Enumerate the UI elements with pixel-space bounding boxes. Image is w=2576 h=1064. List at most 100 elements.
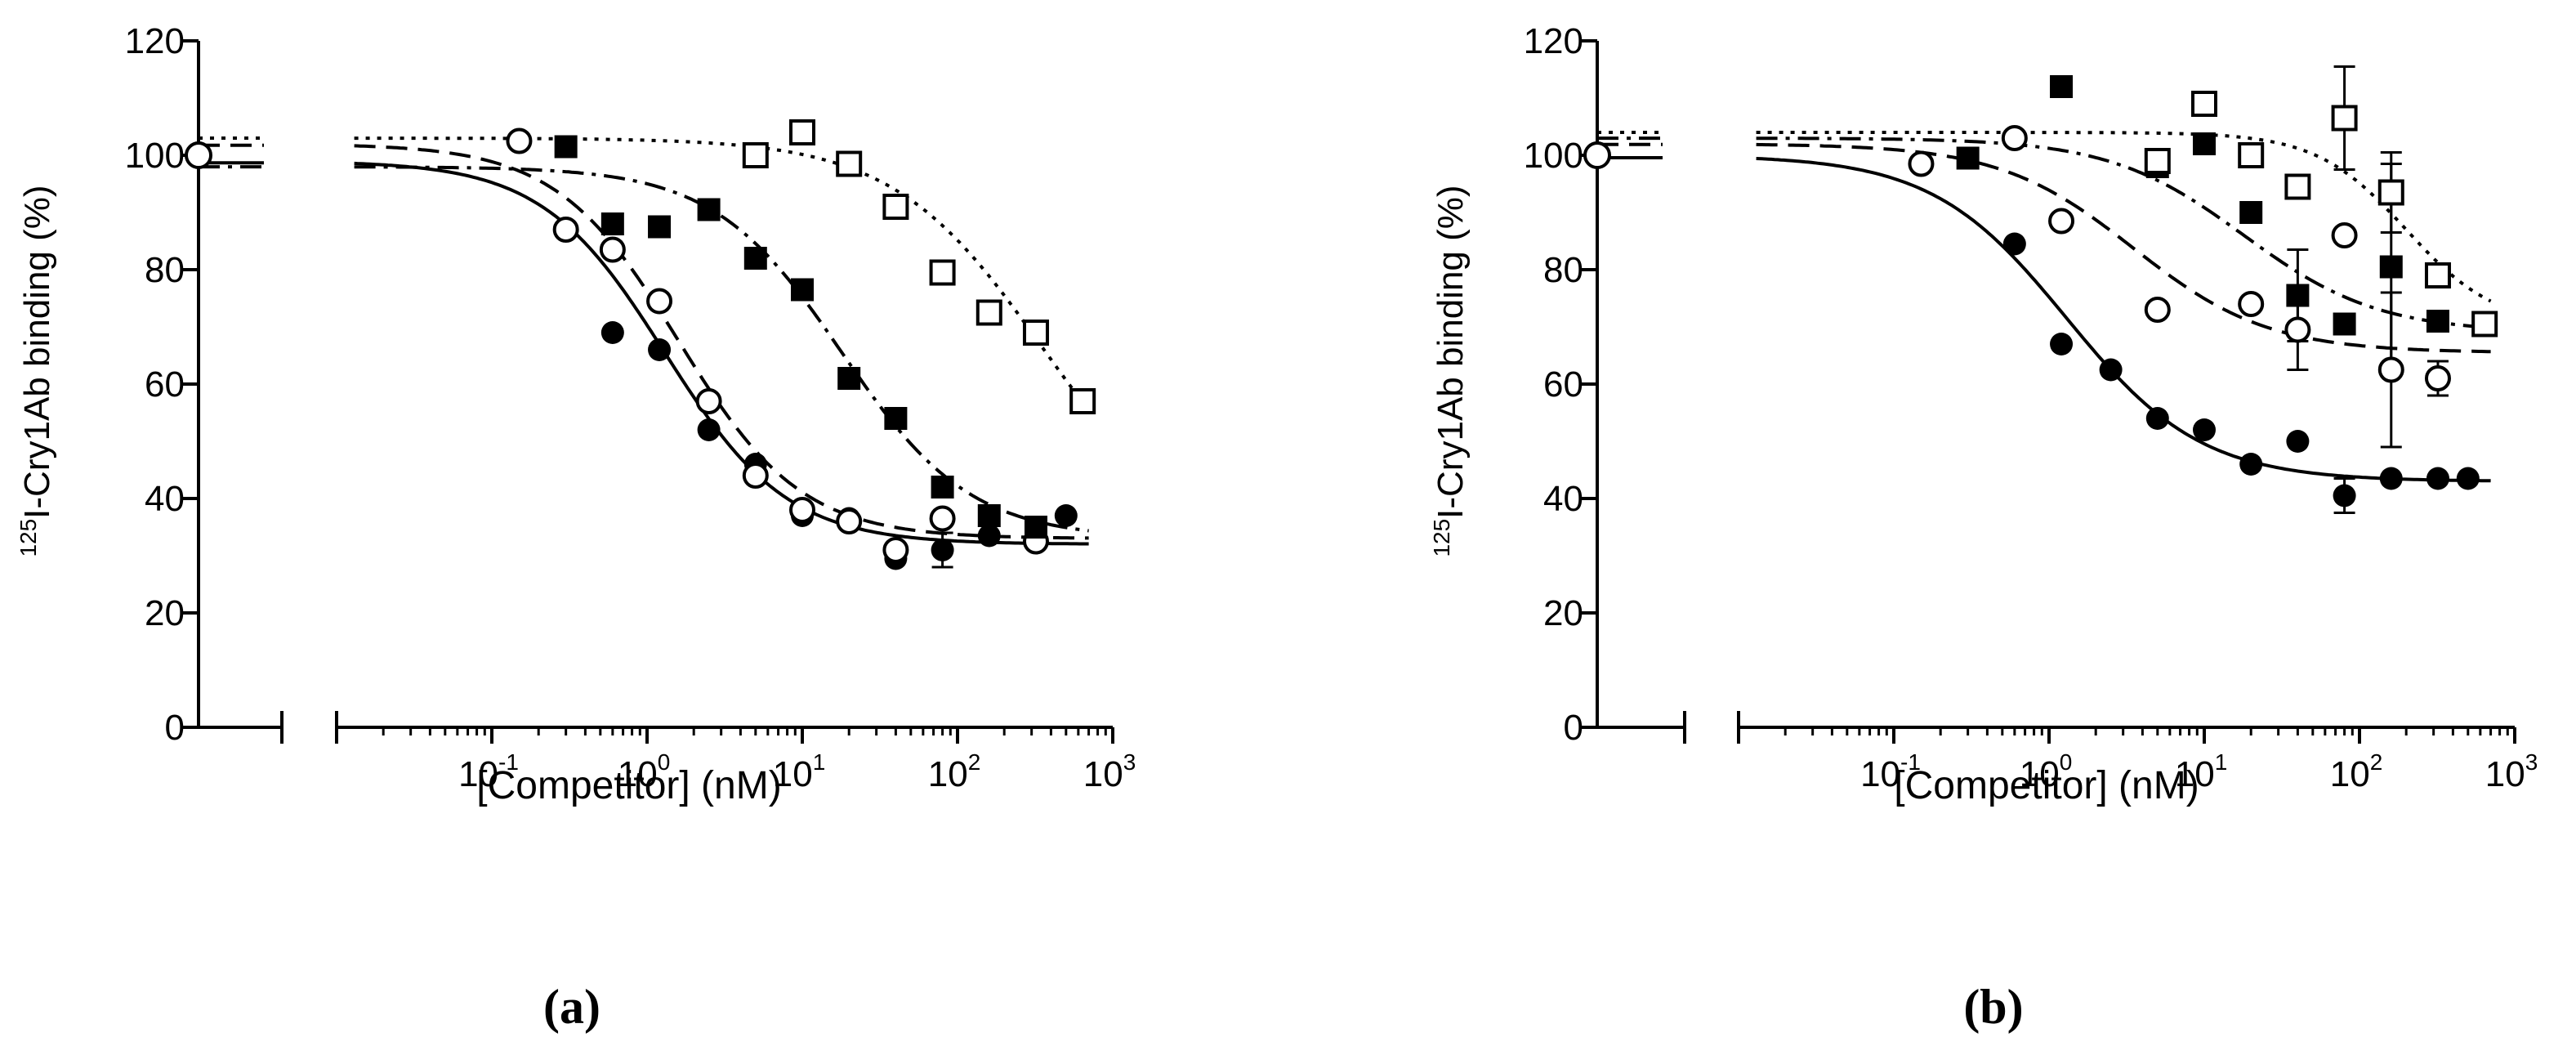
data-point-filled-square [2333, 312, 2356, 336]
x-tick-label: 102 [2330, 749, 2383, 794]
y-tick-label: 120 [1524, 21, 1583, 61]
x-tick-label: 101 [773, 749, 826, 794]
y-axis-label-main-b: I-Cry1Ab binding (%) [1431, 185, 1471, 518]
x-tick-label: 102 [928, 749, 981, 794]
chart-panel-b: 0 20 40 60 80 100 120 10-1 100 101 102 103 [Competi… [1429, 21, 2538, 1034]
data-point-filled-circle [2050, 333, 2074, 355]
data-point-open-square [929, 259, 956, 286]
data-point-filled-circle [697, 418, 721, 441]
data-point-open-square [2238, 142, 2265, 168]
data-point-filled-circle [2379, 467, 2403, 490]
y-axis-label-b: 125I-Cry1Ab binding (%) [1429, 185, 1471, 557]
y-axis-label-main-a: I-Cry1Ab binding (%) [17, 185, 57, 518]
data-point-open-circle [2331, 222, 2358, 248]
data-point-filled-square [2426, 310, 2449, 333]
data-point-filled-circle [648, 338, 672, 361]
data-point-open-square [2144, 148, 2171, 174]
data-point-filled-circle [931, 539, 954, 561]
control-point [185, 141, 212, 169]
x-tick-label: 103 [2485, 749, 2538, 794]
y-tick-label: 80 [145, 250, 185, 290]
data-point-filled-circle [2286, 430, 2310, 453]
data-point-filled-square [884, 407, 908, 430]
x-axis-label-a: [Competitor] (nM) [476, 764, 781, 807]
data-point-open-square [742, 142, 769, 168]
y-tick-label: 20 [145, 593, 185, 633]
data-point-open-circle [929, 505, 956, 532]
data-point-open-circle [2284, 316, 2311, 343]
data-point-open-circle [695, 388, 722, 414]
panel-label-a: (a) [543, 980, 600, 1034]
y-axis-label-superscript-a: 125 [16, 519, 41, 557]
data-point-filled-square [977, 504, 1001, 527]
axes-b: 0 20 40 60 80 100 120 10-1 100 101 102 103 [1524, 21, 2538, 794]
y-tick-label: 100 [1524, 136, 1583, 176]
data-point-open-circle [552, 217, 579, 243]
x-tick-label: 100 [2020, 749, 2073, 794]
data-point-filled-circle [2239, 453, 2263, 476]
data-point-filled-circle [2426, 467, 2449, 490]
y-tick-label: 120 [125, 21, 185, 61]
x-axis-label-b: [Competitor] (nM) [1894, 764, 2199, 807]
control-point [1583, 141, 1611, 169]
data-point-filled-square [554, 135, 578, 159]
data-point-filled-square [2050, 75, 2074, 98]
data-point-filled-square [2193, 132, 2216, 155]
data-point-open-circle [742, 463, 769, 489]
x-tick-label: 100 [618, 749, 671, 794]
data-point-open-square [789, 119, 815, 145]
data-point-open-square [882, 194, 909, 220]
data-point-open-square [836, 150, 863, 177]
chart-panel-a: 0 20 40 60 80 100 120 10-1 100 101 102 103 [Competi… [16, 21, 1136, 1034]
data-point-open-square [2424, 262, 2451, 288]
x-tick-label: 101 [2175, 749, 2228, 794]
y-axis-label-a: 125I-Cry1Ab binding (%) [16, 185, 57, 557]
data-point-open-circle [789, 497, 815, 523]
data-point-filled-circle [2002, 232, 2026, 256]
fit-curve-filled-square [354, 165, 1089, 533]
data-point-open-circle [2144, 297, 2171, 323]
data-point-open-circle [2048, 208, 2075, 235]
y-tick-label: 20 [1543, 593, 1583, 633]
y-tick-label: 0 [165, 708, 185, 748]
data-point-open-square [1069, 388, 1096, 414]
data-point-filled-square [2379, 255, 2403, 279]
data-point-filled-square [837, 367, 861, 390]
data-point-open-square [2191, 91, 2217, 117]
fit-curve-filled-circle [354, 161, 1089, 546]
y-tick-label: 40 [1543, 479, 1583, 519]
data-point-open-circle [506, 127, 533, 154]
x-tick-label: 10-1 [1860, 749, 1921, 794]
data-point-filled-circle [2099, 358, 2123, 382]
data-point-filled-square [1024, 516, 1047, 539]
data-point-filled-circle [2456, 467, 2480, 490]
fit-curve-open-square [1756, 131, 2492, 303]
data-point-open-circle [2001, 125, 2028, 151]
fit-curve-open-square [354, 136, 1091, 411]
data-point-filled-square [931, 476, 954, 498]
data-point-open-circle [646, 288, 673, 315]
data-point-open-square [2284, 173, 2311, 200]
data-point-open-circle [599, 236, 626, 263]
y-tick-label: 60 [145, 364, 185, 405]
data-point-open-square [2471, 311, 2498, 338]
y-tick-label: 0 [1564, 708, 1583, 748]
data-point-filled-square [1956, 146, 1980, 170]
data-point-open-square [2331, 105, 2358, 132]
data-point-filled-circle [977, 524, 1001, 548]
y-tick-label: 80 [1543, 250, 1583, 290]
data-point-open-circle [2377, 356, 2404, 383]
data-point-filled-circle [2333, 484, 2356, 507]
data-point-open-square [2377, 179, 2404, 206]
x-tick-label: 103 [1083, 749, 1136, 794]
data-point-filled-circle [2145, 407, 2169, 430]
y-tick-label: 100 [125, 136, 185, 176]
x-tick-label: 10-1 [458, 749, 519, 794]
panel-label-b: (b) [1963, 980, 2023, 1034]
data-point-filled-circle [2193, 418, 2216, 441]
data-point-filled-square [791, 278, 814, 302]
data-point-open-square [975, 299, 1002, 326]
data-point-filled-square [697, 198, 721, 221]
data-point-filled-square [600, 212, 624, 235]
